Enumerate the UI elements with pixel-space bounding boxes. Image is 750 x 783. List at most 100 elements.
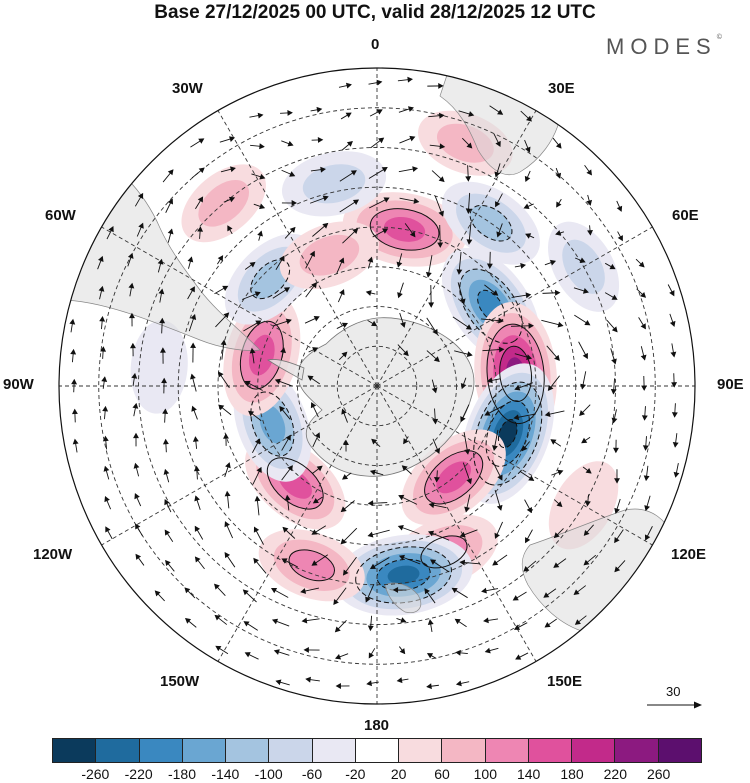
wind-vector-head: [581, 437, 588, 444]
wind-vector-head: [289, 226, 296, 233]
wind-vector-head: [498, 317, 504, 324]
wind-vector-head: [159, 347, 166, 353]
wind-vector-head: [253, 526, 260, 533]
anomaly-contour: [469, 204, 513, 242]
wind-vector-head: [439, 112, 445, 119]
wind-vector-head: [194, 495, 200, 502]
wind-vector-head: [544, 411, 551, 418]
wind-vector-head: [340, 538, 347, 545]
wind-vector-head: [432, 328, 438, 335]
wind-vector-head: [586, 169, 592, 176]
wind-vector-head: [526, 115, 532, 122]
wind-vector-head: [305, 676, 311, 683]
colorbar-tick: -60: [301, 766, 323, 782]
wind-vector-head: [495, 201, 501, 208]
wind-reference-arrowhead: [694, 701, 702, 709]
wind-vector-head: [401, 465, 408, 472]
wind-vector-head: [346, 141, 353, 147]
wind-vector-head: [282, 526, 289, 533]
anomaly-level: [130, 320, 188, 414]
wind-vector-head: [512, 595, 519, 601]
colorbar-swatch: [96, 739, 140, 762]
wind-vector-head: [610, 388, 617, 395]
wind-vector-head: [103, 465, 110, 472]
wind-vector-head: [640, 323, 646, 330]
wind-vector-head: [158, 288, 165, 295]
wind-vector-head: [322, 195, 329, 202]
wind-vector-head: [400, 617, 407, 623]
wind-vector-head: [583, 529, 590, 536]
wind-vector-head: [586, 199, 593, 206]
wind-vector-head: [556, 501, 563, 508]
wind-vector-head: [340, 506, 347, 513]
wind-vector-head: [310, 402, 317, 409]
wind-vector-head: [271, 618, 279, 625]
anomaly-level: [498, 419, 518, 448]
wind-vector-head: [339, 289, 345, 296]
wind-vector-head: [228, 196, 236, 203]
wind-vector-head: [100, 346, 107, 352]
wind-reference-label: 30: [666, 684, 681, 699]
wind-vector-head: [614, 566, 621, 573]
anomaly-contour: [486, 323, 545, 425]
wind-vector-head: [311, 560, 318, 566]
wind-vectors: [69, 76, 680, 690]
anomaly-contour: [459, 268, 523, 344]
wind-vector-head: [99, 315, 106, 322]
wind-vector-head: [366, 680, 373, 687]
wind-vector-head: [224, 552, 231, 559]
meridian-line: [101, 385, 378, 546]
wind-vector-head: [466, 478, 472, 485]
colorbar-swatch: [399, 739, 443, 762]
colorbar-tick: 100: [473, 766, 498, 782]
wind-vector-head: [381, 166, 388, 173]
wind-vector-head: [102, 405, 109, 412]
wind-vector-head: [220, 339, 227, 346]
wind-vector-head: [255, 320, 262, 326]
wind-vector-head: [460, 416, 466, 423]
wind-vector-head: [157, 258, 164, 265]
wind-vector-head: [398, 554, 405, 561]
wind-vector-head: [333, 598, 339, 606]
wind-vector-head: [549, 259, 556, 266]
wind-vector-head: [184, 587, 191, 594]
wind-vector-head: [428, 502, 435, 509]
wind-vector-head: [641, 415, 648, 421]
wind-vector-head: [383, 197, 390, 203]
wind-vector-head: [513, 624, 521, 630]
meridian-line: [376, 110, 537, 387]
wind-vector-head: [367, 256, 374, 263]
wind-vector-head: [249, 347, 256, 354]
anomaly-level: [248, 334, 275, 376]
wind-vector-head: [514, 384, 521, 391]
wind-vector-head: [430, 559, 437, 565]
wind-vector-head: [614, 537, 620, 544]
wind-vector-head: [614, 478, 620, 484]
wind-vector-head: [481, 587, 487, 594]
colorbar-swatch: [312, 739, 356, 762]
wind-vector-head: [396, 677, 403, 684]
graticule: [59, 68, 695, 704]
wind-vector-head: [193, 465, 200, 472]
wind-vector-head: [376, 109, 383, 115]
colorbar-swatch: [485, 739, 529, 762]
lon-label-90w: 90W: [3, 376, 34, 393]
colorbar-swatch: [528, 739, 573, 762]
wind-vector-head: [583, 559, 590, 566]
wind-vector-head: [217, 255, 224, 262]
wind-vector-head: [497, 474, 503, 481]
wind-vector-head: [130, 342, 136, 349]
wind-vector-head: [525, 233, 532, 239]
wind-vector-head: [270, 588, 278, 594]
wind-vector-head: [672, 442, 679, 448]
wind-vector-head: [301, 617, 308, 624]
wind-vector-head: [218, 404, 225, 411]
wind-vector-head: [334, 626, 341, 633]
wind-vector-head: [280, 347, 286, 354]
wind-vector-head: [369, 563, 377, 570]
wind-vector-head: [413, 198, 420, 204]
wind-vector-head: [427, 619, 434, 625]
wind-vector-head: [229, 166, 236, 173]
colorbar-tick: 260: [646, 766, 671, 782]
wind-vector-head: [611, 326, 618, 333]
